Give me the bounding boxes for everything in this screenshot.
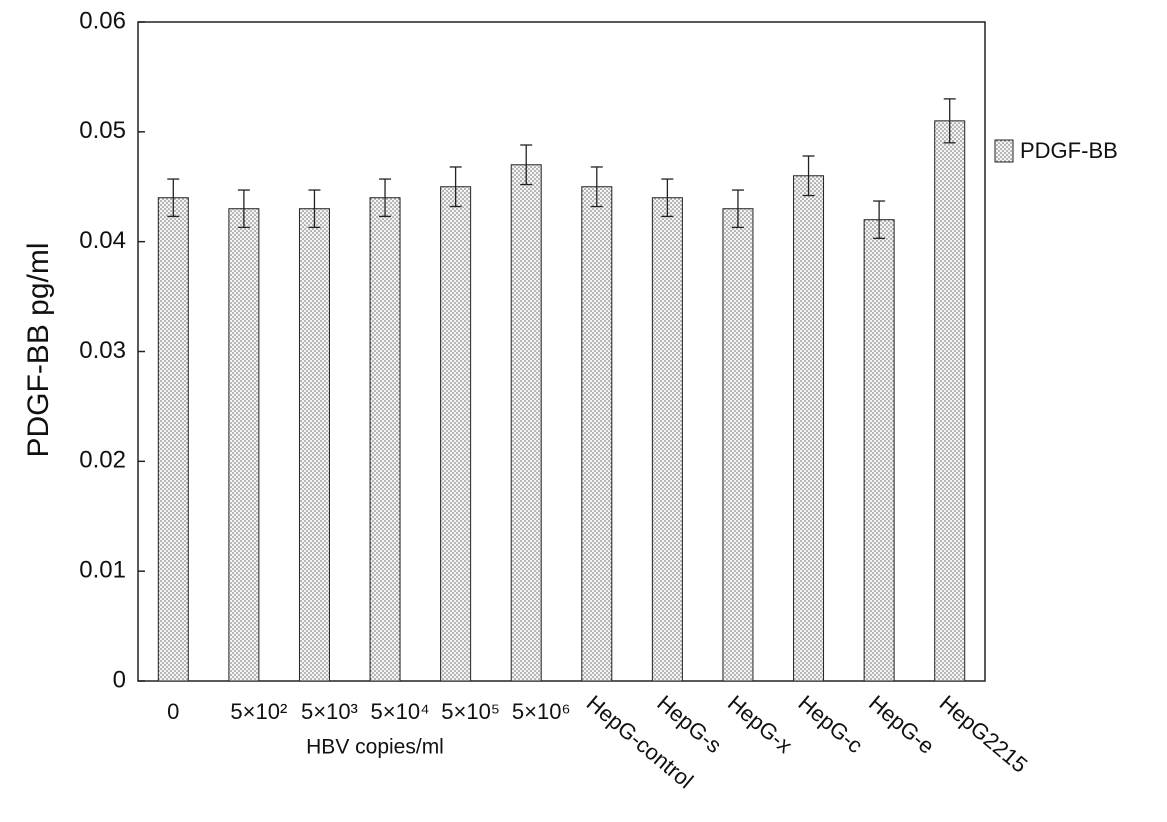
y-tick-label: 0.01 [79, 557, 126, 584]
x-tick-label: HepG-c [794, 690, 868, 758]
plot-frame [137, 21, 986, 682]
x-tick-label: HepG-x [723, 690, 797, 758]
bar [934, 120, 966, 682]
y-tick-label: 0.03 [79, 337, 126, 364]
bar [369, 197, 401, 682]
bar [863, 219, 895, 682]
y-axis-label: PDGF-BB pg/ml [22, 242, 55, 457]
x-tick-label: 5×10⁴ [371, 699, 430, 724]
y-tick-label: 0.04 [79, 227, 126, 254]
x-tick-label: HepG2215 [935, 690, 1033, 778]
legend-swatch [994, 139, 1014, 163]
bar [581, 186, 613, 682]
y-tick-label: 0.05 [79, 117, 126, 144]
x-tick-label: HepG-e [864, 690, 939, 759]
x-tick-label: 5×10³ [301, 699, 358, 724]
bar [651, 197, 683, 682]
y-tick-label: 0.02 [79, 447, 126, 474]
bar [228, 208, 260, 682]
x-annotation: HBV copies/ml [306, 736, 444, 759]
bar [793, 175, 825, 682]
x-tick-label: 0 [167, 699, 179, 724]
y-tick-label: 0 [113, 666, 126, 693]
bar [510, 164, 542, 682]
y-tick-label: 0.06 [79, 7, 126, 34]
bar [440, 186, 472, 682]
bar [298, 208, 330, 682]
bar [722, 208, 754, 682]
x-tick-label: 5×10⁶ [512, 699, 571, 724]
bar [157, 197, 189, 682]
x-tick-label: 5×10⁵ [441, 699, 500, 724]
legend-label: PDGF-BB [1020, 138, 1118, 163]
x-tick-label: 5×10² [230, 699, 287, 724]
